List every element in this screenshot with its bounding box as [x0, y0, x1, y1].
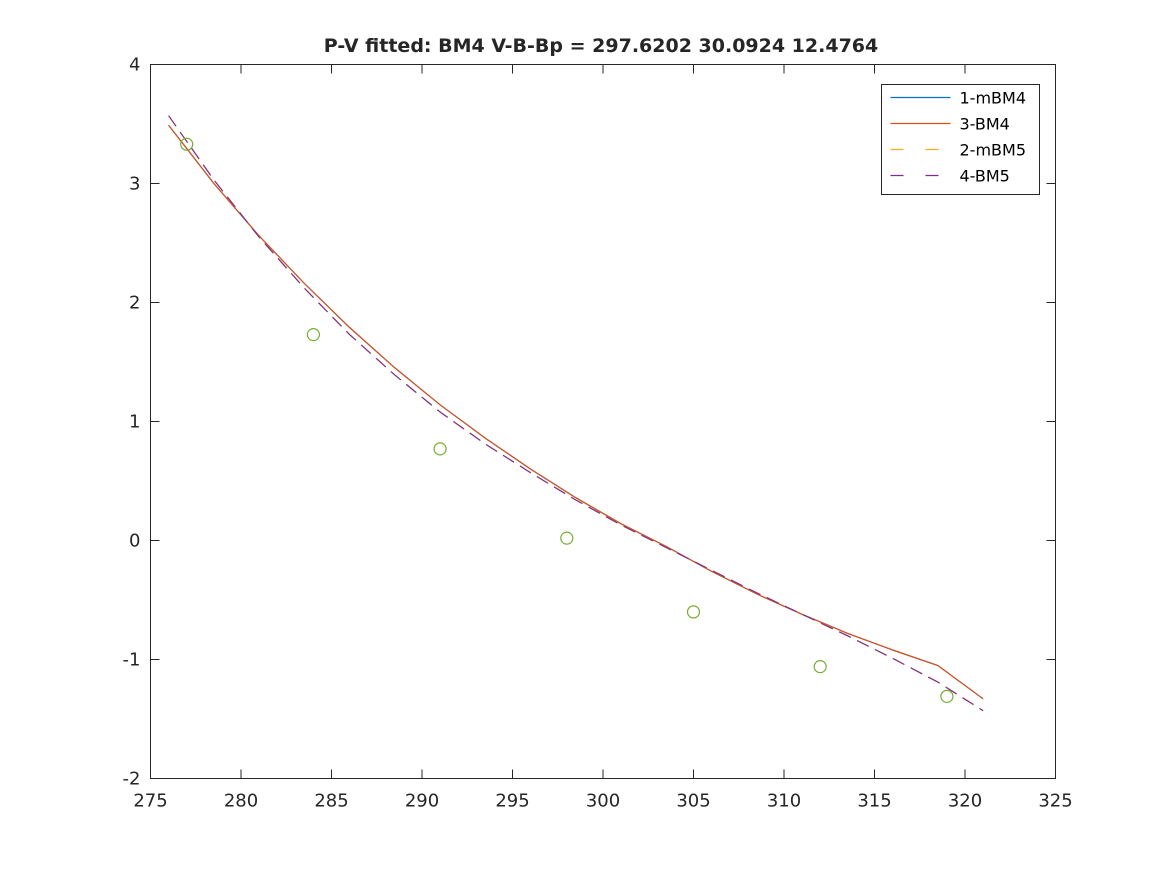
chart-title: P-V fitted: BM4 V-B-Bp = 297.6202 30.092…: [324, 35, 878, 57]
data-point-marker: [686, 605, 701, 619]
data-point-marker: [306, 328, 320, 342]
legend-box: [881, 84, 1040, 195]
x-tick-label: 290: [405, 791, 439, 812]
y-tick-label: -2: [123, 769, 141, 790]
y-tick-label: -1: [123, 650, 141, 671]
legend-label: 2-mBM5: [960, 141, 1027, 160]
data-point-marker: [180, 137, 194, 151]
data-point-marker: [433, 442, 447, 456]
legend-label: 4-BM5: [960, 167, 1010, 186]
data-point-marker: [940, 689, 954, 703]
x-tick-label: 320: [948, 791, 982, 812]
x-tick-label: 325: [1038, 791, 1072, 812]
series-line-4-bm5: [168, 115, 984, 712]
legend-label: 3-BM4: [960, 115, 1010, 134]
series-line-1-mbm4: [168, 124, 984, 700]
y-tick-label: 4: [129, 55, 140, 76]
x-tick-label: 275: [133, 791, 167, 812]
y-tick-label: 1: [129, 412, 140, 433]
legend-label: 1-mBM4: [960, 89, 1027, 108]
y-tick-label: 3: [129, 174, 140, 195]
x-tick-label: 300: [586, 791, 620, 812]
y-tick-label: 2: [129, 293, 140, 314]
x-tick-label: 315: [857, 791, 891, 812]
x-tick-label: 285: [314, 791, 348, 812]
x-tick-label: 280: [224, 791, 258, 812]
data-point-marker: [813, 660, 827, 674]
x-tick-label: 305: [676, 791, 710, 812]
y-tick-label: 0: [129, 531, 140, 552]
series-line-2-mbm5: [168, 115, 984, 712]
series-line-3-bm4: [168, 124, 984, 700]
x-tick-label: 295: [495, 791, 529, 812]
data-point-marker: [560, 531, 574, 545]
x-tick-label: 310: [767, 791, 801, 812]
